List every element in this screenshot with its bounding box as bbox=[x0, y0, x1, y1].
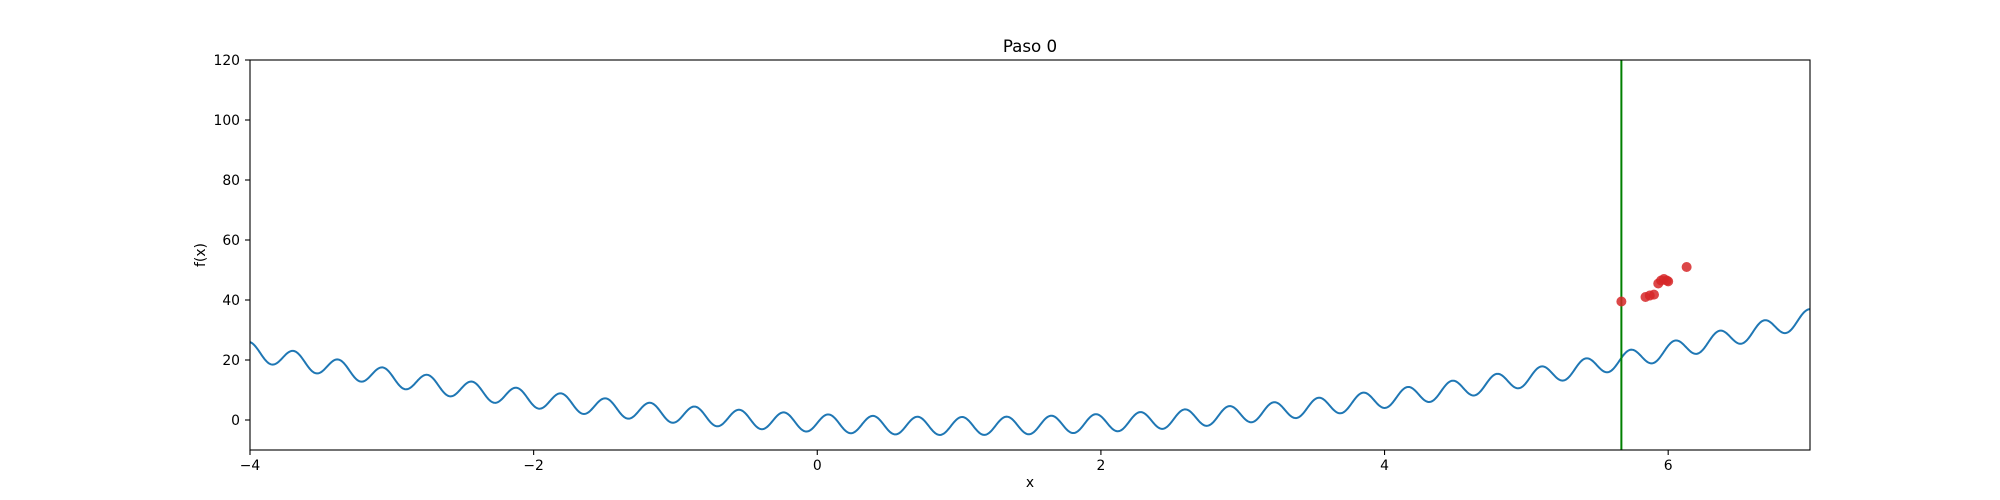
x-tick-label: 4 bbox=[1380, 458, 1389, 474]
plot-area bbox=[249, 59, 1811, 451]
x-axis-label: x bbox=[1026, 475, 1034, 491]
y-axis: 0 20 40 60 80 100 120 bbox=[213, 53, 250, 429]
y-tick-label: 120 bbox=[213, 53, 240, 69]
series-line bbox=[250, 308, 1810, 436]
plot-frame bbox=[249, 59, 1811, 451]
x-tick-label: 6 bbox=[1664, 458, 1673, 474]
y-tick-label: 0 bbox=[231, 413, 240, 429]
chart-title: Paso 0 bbox=[1003, 36, 1057, 56]
scatter-point bbox=[1663, 276, 1674, 287]
y-tick-label: 60 bbox=[222, 233, 240, 249]
y-tick-label: 20 bbox=[222, 353, 240, 369]
x-tick-label: 0 bbox=[813, 458, 822, 474]
y-tick-label: 80 bbox=[222, 173, 240, 189]
y-tick-label: 40 bbox=[222, 293, 240, 309]
scatter-point bbox=[1649, 289, 1659, 300]
scatter-point bbox=[1681, 262, 1692, 272]
x-tick-label: −4 bbox=[240, 458, 261, 474]
x-axis: −4 −2 0 2 4 6 bbox=[240, 450, 1673, 474]
y-tick-label: 100 bbox=[213, 113, 240, 129]
scatter-point bbox=[1616, 296, 1627, 307]
x-tick-label: 2 bbox=[1096, 458, 1105, 474]
x-tick-label: −2 bbox=[523, 458, 543, 474]
y-axis-label: f(x) bbox=[193, 243, 209, 267]
